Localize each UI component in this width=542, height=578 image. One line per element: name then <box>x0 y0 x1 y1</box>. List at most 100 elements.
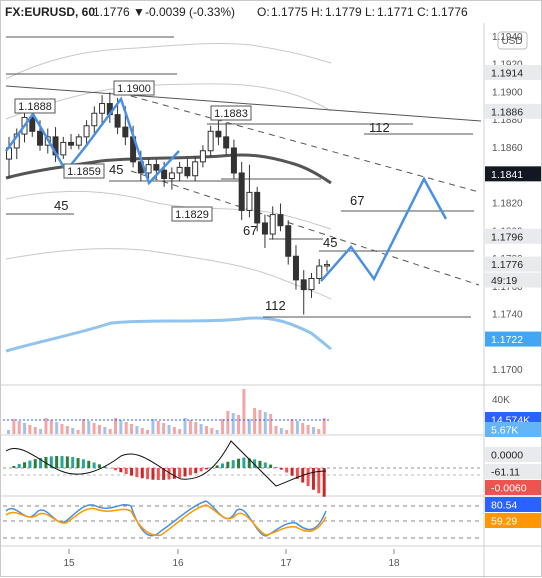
volume-ma-tag: 5.67K <box>491 425 518 437</box>
volume-bar <box>248 419 251 434</box>
macd-histogram-bar <box>258 461 261 468</box>
candle-body <box>286 226 291 257</box>
swing-label: 1.1883 <box>214 108 248 120</box>
level-annotation: 45 <box>109 162 123 177</box>
volume-bar <box>151 419 154 434</box>
volume-bar <box>275 426 278 434</box>
candle-body <box>247 192 252 210</box>
volume-axis-label: 40K <box>492 395 510 406</box>
volume-bar <box>157 421 160 434</box>
candle-body <box>224 137 229 148</box>
candle-body <box>185 167 190 175</box>
candle-body <box>146 165 151 173</box>
macd-histogram-bar <box>285 468 288 473</box>
volume-bar <box>28 425 31 434</box>
envelope-band-line <box>6 249 331 299</box>
high-label: H: <box>311 5 323 19</box>
symbol-label: FX:EURUSD, 60 <box>5 5 95 19</box>
candle-body <box>61 142 66 154</box>
macd-histogram-bar <box>130 468 133 476</box>
macd-histogram-bar <box>114 468 117 470</box>
volume-bar <box>98 425 101 434</box>
swing-label: 1.1859 <box>67 166 101 178</box>
macd-histogram-bar <box>194 468 197 473</box>
volume-bar <box>39 429 42 434</box>
change-arrow: ▼ <box>133 5 145 19</box>
volume-bar <box>258 410 261 434</box>
macd-histogram-bar <box>269 465 272 468</box>
candle-body <box>76 137 81 145</box>
moving-average-slow-line <box>6 318 331 351</box>
volume-bar <box>317 429 320 434</box>
level-annotation: 112 <box>265 298 286 313</box>
volume-bar <box>162 423 165 434</box>
macd-tag: 0.0000 <box>491 450 523 462</box>
volume-bar <box>253 408 256 434</box>
volume-bar <box>173 427 176 434</box>
macd-histogram-bar <box>275 467 278 468</box>
high-value: 1.1779 <box>325 5 362 19</box>
candle-body <box>193 162 198 176</box>
macd-histogram-bar <box>189 468 192 475</box>
macd-histogram-bar <box>291 468 294 476</box>
close-value: 1.1776 <box>431 5 468 19</box>
macd-histogram-bar <box>119 468 122 472</box>
volume-bar <box>307 425 310 434</box>
macd-histogram-bar <box>18 464 21 468</box>
y-tick-label: 1.1700 <box>492 365 523 376</box>
macd-histogram-bar <box>82 459 85 468</box>
price-tag: 1.1886 <box>491 106 523 118</box>
candle-body <box>262 223 267 234</box>
candle-body <box>278 215 283 226</box>
candle-body <box>177 167 182 173</box>
macd-histogram-bar <box>307 468 310 486</box>
macd-histogram-bar <box>146 468 149 479</box>
macd-histogram-bar <box>34 459 37 468</box>
volume-bar <box>125 422 128 434</box>
macd-histogram-bar <box>87 461 90 468</box>
macd-histogram-bar <box>200 468 203 471</box>
candle-body <box>69 142 74 145</box>
level-annotation: 112 <box>369 120 390 135</box>
open-label: O: <box>257 5 270 19</box>
candle-body <box>92 113 97 125</box>
volume-bar <box>7 430 10 434</box>
macd-histogram-bar <box>66 456 69 468</box>
change-value: -0.0039 (-0.33%) <box>145 5 235 19</box>
macd-histogram-bar <box>216 465 219 468</box>
macd-histogram-bar <box>77 458 80 468</box>
stochastic-d-line <box>6 505 326 535</box>
macd-histogram-bar <box>61 456 64 468</box>
macd-histogram-bar <box>205 468 208 469</box>
volume-bar <box>242 389 245 434</box>
candle-body <box>208 131 213 150</box>
volume-bar <box>189 420 192 434</box>
y-tick-label: 1.1820 <box>492 199 523 210</box>
macd-signal-tag: -0.0060 <box>491 483 527 495</box>
y-tick-label: 1.1740 <box>492 310 523 321</box>
volume-bar <box>237 415 240 434</box>
price-tag: 1.1796 <box>491 231 523 243</box>
volume-bar <box>23 423 26 434</box>
macd-value-tag: -61.11 <box>491 467 520 479</box>
macd-histogram-bar <box>141 468 144 478</box>
macd-histogram-bar <box>125 468 128 474</box>
macd-histogram-bar <box>23 462 26 468</box>
volume-bar <box>296 421 299 434</box>
candle-body <box>309 278 314 289</box>
trend-channel-line <box>131 171 479 285</box>
price-tag: 1.1722 <box>491 334 523 346</box>
candle-body <box>270 215 275 234</box>
volume-bar <box>77 430 80 434</box>
macd-histogram-bar <box>12 466 15 468</box>
trend-channel-line <box>131 96 479 192</box>
volume-bar <box>18 421 21 434</box>
volume-bar <box>216 430 219 434</box>
x-tick-label: 18 <box>388 558 400 569</box>
candle-body <box>100 104 105 114</box>
macd-histogram-bar <box>135 468 138 477</box>
candle-body <box>301 280 306 290</box>
price-tag: 49:19 <box>491 275 517 287</box>
price-tag: 1.1841 <box>491 169 523 181</box>
